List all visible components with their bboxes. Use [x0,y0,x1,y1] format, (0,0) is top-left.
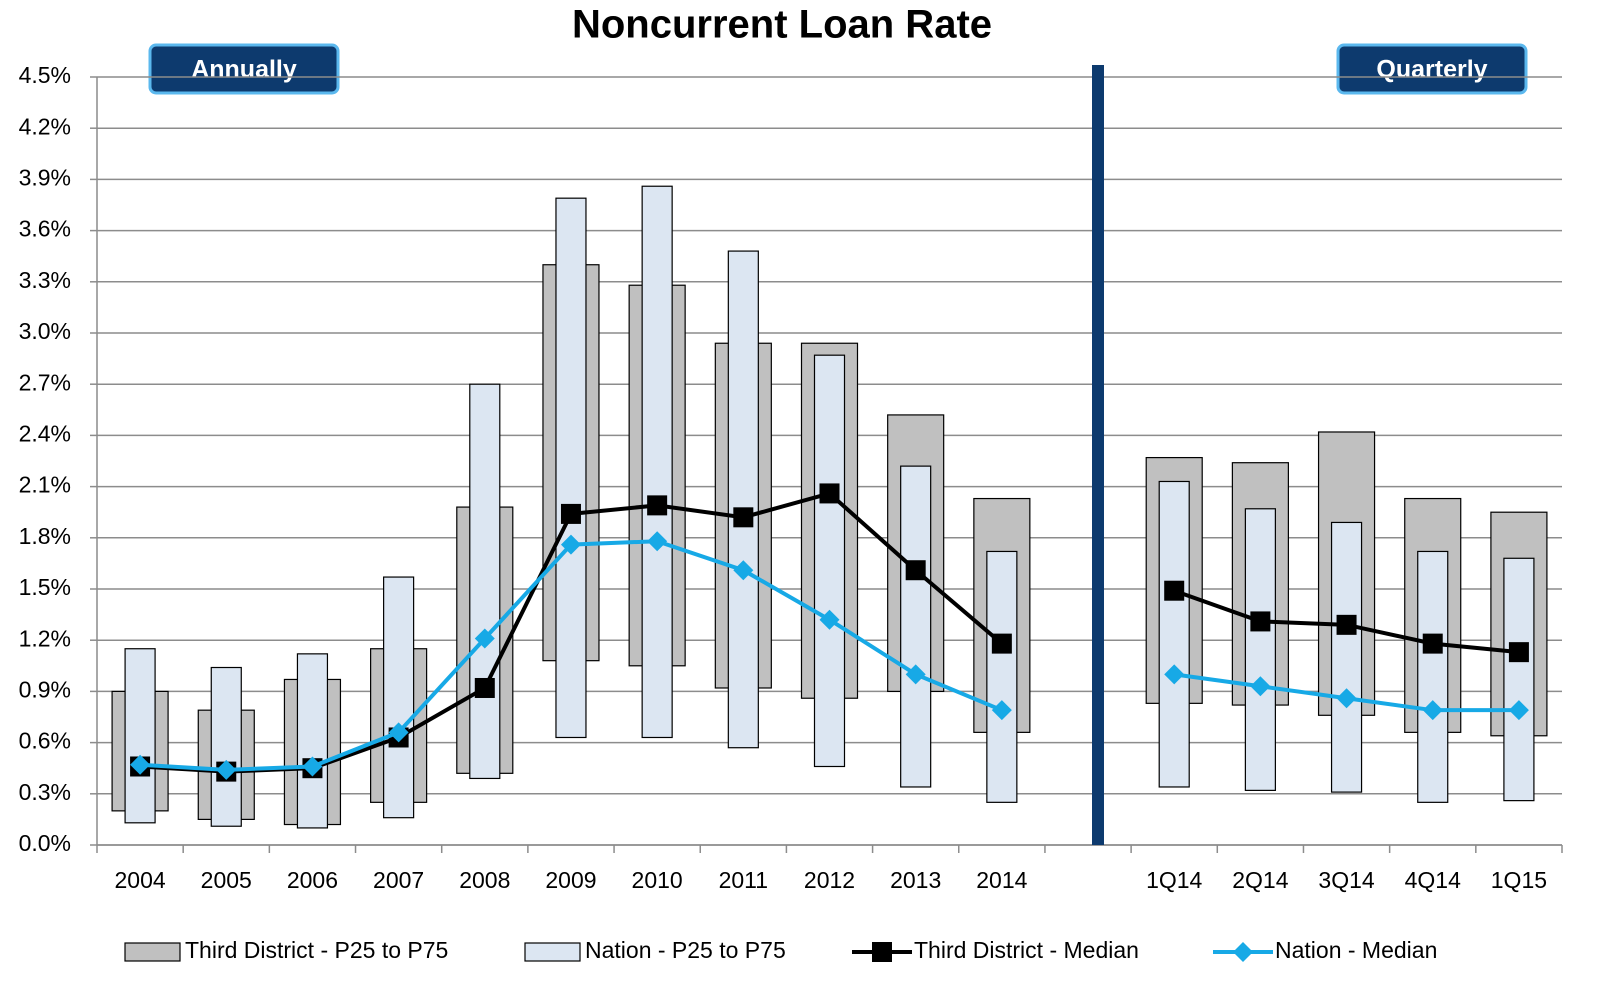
range-bar [124,648,156,824]
marker [474,677,495,698]
x-tick-label: 3Q14 [1318,867,1374,893]
marker [560,503,581,524]
y-tick-label: 4.5% [19,62,71,88]
x-tick-label: 1Q14 [1146,867,1202,893]
x-tick-label: 4Q14 [1405,867,1461,893]
marker [1250,611,1271,632]
chart-title: Noncurrent Loan Rate [572,3,992,47]
x-tick-label: 2009 [545,867,596,893]
marker [1508,642,1529,663]
y-tick-label: 0.6% [19,728,71,754]
x-tick-label: 2010 [632,867,683,893]
annotation-box [148,43,340,95]
x-tick-label: 2011 [719,867,768,893]
marker [474,628,495,649]
y-tick-label: 1.8% [19,523,71,549]
marker [1422,700,1443,721]
y-tick-label: 0.9% [19,676,71,702]
legend-marker [872,942,892,962]
marker [905,560,926,581]
range-bar [555,197,587,739]
legend-label: Third District - Median [914,937,1139,963]
legend-label: Nation - P25 to P75 [585,937,786,963]
y-tick-label: 2.4% [19,420,71,446]
marker [302,756,323,777]
marker [1164,580,1185,601]
y-tick-label: 2.7% [19,369,71,395]
marker [733,507,754,528]
range-bar [469,383,501,780]
x-tick-label: 2007 [373,867,424,893]
range-bar [986,550,1018,803]
marker [1508,700,1529,721]
marker [1422,633,1443,654]
x-tick-label: 1Q15 [1491,867,1547,893]
marker [130,754,151,775]
y-tick-label: 1.2% [19,625,71,651]
marker [905,664,926,685]
legend-marker [1233,942,1253,962]
x-tick-label: 2Q14 [1232,867,1288,893]
annotation-box [1336,43,1528,95]
range-bar [727,250,759,749]
y-tick-label: 3.9% [19,164,71,190]
x-tick-label: 2005 [201,867,252,893]
x-tick-label: 2013 [890,867,941,893]
marker [819,483,840,504]
range-bar [1417,550,1449,803]
y-tick-label: 3.3% [19,267,71,293]
y-tick-label: 2.1% [19,472,71,498]
y-tick-label: 4.2% [19,113,71,139]
range-bar [296,653,329,829]
marker [216,759,237,780]
legend-swatch [124,942,181,962]
annotation: Annually [191,56,297,84]
range-bar [900,465,932,788]
marker [819,609,840,630]
y-tick-label: 0.0% [19,830,71,856]
range-bar [210,666,242,827]
range-bar [1503,557,1535,802]
x-tick-label: 2008 [459,867,510,893]
x-tick-label: 2012 [804,867,855,893]
marker [388,722,409,743]
x-tick-label: 2006 [287,867,338,893]
marker [1250,676,1271,697]
marker [1336,614,1357,635]
x-tick-label: 2014 [976,867,1027,893]
annotation: Quarterly [1376,56,1487,84]
marker [647,495,668,516]
y-tick-label: 3.6% [19,216,71,242]
marker [1336,688,1357,709]
marker [733,560,754,581]
y-tick-label: 1.5% [19,574,71,600]
marker [647,531,668,552]
y-tick-label: 0.3% [19,779,71,805]
marker [991,633,1012,654]
separator [1092,65,1104,845]
range-bar [641,185,673,739]
marker [991,700,1012,721]
range-bar [383,576,415,819]
legend-label: Third District - P25 to P75 [185,937,448,963]
marker [560,534,581,555]
range-bar [1330,521,1363,793]
x-tick-label: 2004 [115,867,166,893]
y-tick-label: 3.0% [19,318,71,344]
range-bar [813,354,846,768]
range-bar [1158,480,1190,788]
legend-swatch [524,942,581,962]
legend-label: Nation - Median [1275,937,1437,963]
marker [1164,664,1185,685]
range-bar [1244,508,1276,791]
